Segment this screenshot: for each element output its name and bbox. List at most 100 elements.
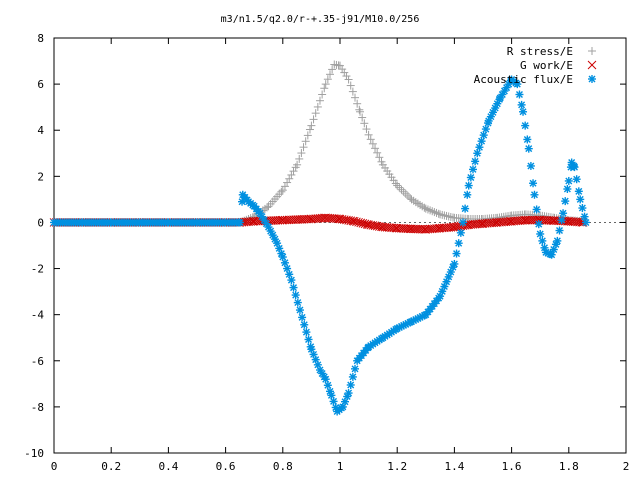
cross-b <box>394 223 404 233</box>
star-b <box>565 177 573 185</box>
legend-marker <box>588 47 596 55</box>
star-b <box>287 276 295 284</box>
data-point <box>458 218 467 227</box>
data-point <box>327 391 336 400</box>
data-point <box>280 215 290 225</box>
star-b <box>540 244 548 252</box>
cross-b <box>489 218 499 228</box>
star-b <box>455 239 463 247</box>
data-point <box>442 211 451 220</box>
data-point <box>293 298 302 307</box>
data-point <box>351 364 360 373</box>
star-b <box>279 253 287 261</box>
cross-b <box>587 60 597 70</box>
cross-b <box>348 216 358 226</box>
data-point <box>302 328 311 337</box>
legend-marker <box>587 60 597 70</box>
data-point <box>344 75 353 84</box>
star-b <box>273 239 281 247</box>
x-tick-label: 0.2 <box>101 460 121 473</box>
star-b <box>533 205 541 213</box>
data-point <box>353 99 362 108</box>
data-point <box>421 204 430 213</box>
cross-b <box>407 224 416 234</box>
data-point <box>464 181 473 190</box>
data-point <box>540 215 549 225</box>
data-point <box>304 335 313 344</box>
data-point <box>570 163 579 172</box>
data-point <box>394 223 404 233</box>
star-b <box>256 209 264 217</box>
cross-b <box>527 215 537 225</box>
cross-b <box>278 215 288 225</box>
data-point <box>362 125 371 134</box>
cross-b <box>360 219 370 229</box>
data-point <box>403 191 412 200</box>
data-point <box>285 174 294 183</box>
y-tick-label: -8 <box>31 401 44 414</box>
star-b <box>332 403 340 411</box>
data-marks <box>49 60 590 416</box>
data-point <box>373 148 382 157</box>
data-point <box>299 143 308 152</box>
data-point <box>526 161 535 170</box>
data-point <box>356 107 365 116</box>
star-b <box>326 387 334 395</box>
data-point <box>401 189 410 198</box>
data-point <box>557 216 566 225</box>
x-tick-label: 0.8 <box>273 460 293 473</box>
star-b <box>538 237 546 245</box>
data-point <box>320 84 329 93</box>
star-b <box>527 162 535 170</box>
star-b <box>349 373 357 381</box>
star-b <box>294 299 302 307</box>
cross-b <box>540 215 549 225</box>
data-point <box>527 215 537 225</box>
x-tick-label: 1.8 <box>559 460 579 473</box>
data-point <box>297 149 306 158</box>
data-point <box>392 223 402 233</box>
star-b <box>573 175 581 183</box>
y-tick-label: 8 <box>37 32 44 45</box>
x-tick-label: 1.6 <box>502 460 522 473</box>
star-b <box>265 223 272 231</box>
data-point <box>299 214 309 224</box>
star-b <box>588 75 596 83</box>
star-b <box>271 235 279 243</box>
data-point <box>411 224 421 234</box>
star-b <box>475 143 483 151</box>
data-point <box>517 100 526 109</box>
data-point <box>249 216 259 226</box>
star-b <box>283 265 291 273</box>
data-point <box>282 215 292 225</box>
y-tick-label: 6 <box>37 78 44 91</box>
cross-b <box>409 224 418 234</box>
star-b <box>473 149 481 157</box>
data-point <box>572 175 581 184</box>
data-point <box>371 144 380 153</box>
star-b <box>463 191 471 199</box>
data-point <box>298 313 307 322</box>
star-b <box>312 356 320 364</box>
data-point <box>538 236 547 245</box>
data-point <box>444 212 453 221</box>
data-point <box>475 143 484 152</box>
data-point <box>440 211 449 220</box>
y-tick-label: -4 <box>31 309 45 322</box>
cross-b <box>397 224 406 233</box>
data-point <box>430 208 439 217</box>
data-point <box>321 375 330 384</box>
star-b <box>314 361 322 369</box>
star-b <box>571 163 579 171</box>
legend-label: R stress/E <box>507 45 573 58</box>
data-point <box>291 215 301 224</box>
star-b <box>300 321 308 329</box>
data-point <box>397 224 406 233</box>
star-b <box>578 204 586 212</box>
data-point <box>519 107 528 116</box>
data-point <box>407 195 416 204</box>
data-point <box>547 250 556 259</box>
cross-b <box>289 215 298 225</box>
cross-b <box>251 216 261 226</box>
y-tick-label: 4 <box>37 124 44 137</box>
